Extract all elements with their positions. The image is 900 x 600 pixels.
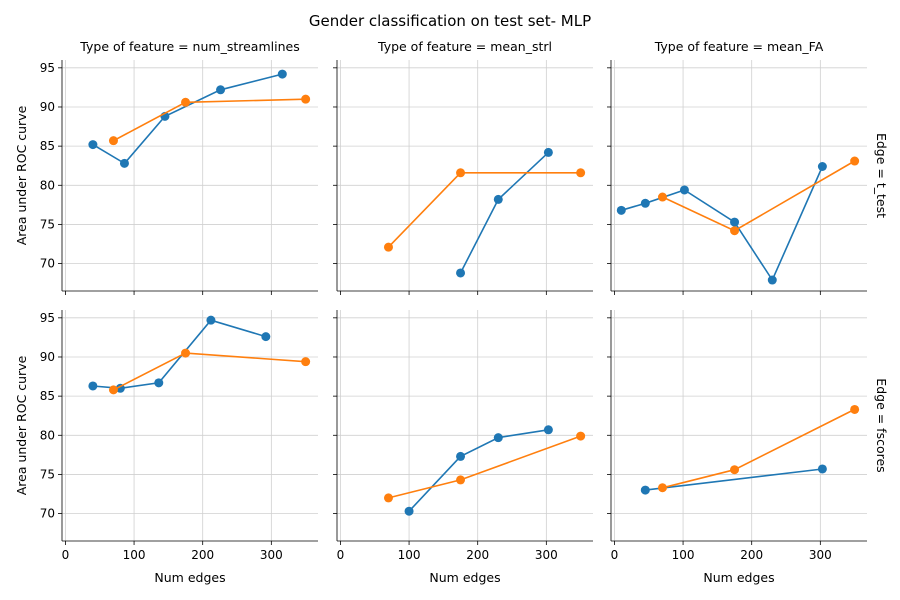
x-tick-label: 300: [809, 548, 832, 562]
data-point: [181, 97, 191, 107]
series-line: [662, 160, 856, 232]
data-point: [456, 451, 466, 461]
facet-row-title: Edge = t_test: [874, 133, 889, 218]
x-axis-label: Num edges: [703, 570, 774, 585]
data-point: [616, 205, 626, 215]
data-point: [730, 226, 740, 236]
data-point: [383, 493, 393, 503]
data-point: [277, 69, 287, 79]
x-tick-label: 300: [260, 548, 283, 562]
y-axis-label: Area under ROC curve: [14, 355, 29, 495]
y-tick-label: 90: [40, 100, 55, 114]
data-point: [657, 192, 667, 202]
data-point: [154, 378, 164, 388]
x-tick-label: 300: [535, 548, 558, 562]
data-point: [119, 158, 129, 168]
x-axis-label: Num edges: [154, 570, 225, 585]
x-tick-label: 0: [611, 548, 619, 562]
data-point: [493, 194, 503, 204]
data-point: [543, 147, 553, 157]
facet-column-title: Type of feature = mean_FA: [654, 39, 824, 54]
series-line: [621, 166, 824, 282]
x-tick-label: 200: [466, 548, 489, 562]
data-point: [206, 315, 216, 325]
data-point: [108, 136, 118, 146]
x-tick-label: 0: [62, 548, 70, 562]
data-point: [640, 485, 650, 495]
data-point: [261, 332, 271, 342]
y-tick-label: 95: [40, 311, 55, 325]
data-point: [88, 381, 98, 391]
data-point: [576, 431, 586, 441]
data-point: [767, 275, 777, 285]
data-point: [88, 140, 98, 150]
x-tick-label: 200: [191, 548, 214, 562]
data-point: [850, 404, 860, 414]
x-tick-label: 100: [398, 548, 421, 562]
data-point: [817, 161, 827, 171]
x-tick-label: 200: [740, 548, 763, 562]
series-line: [459, 151, 549, 274]
y-tick-label: 80: [40, 178, 55, 192]
y-tick-label: 95: [40, 61, 55, 75]
data-point: [456, 268, 466, 278]
facet-row-title: Edge = fscores: [874, 378, 889, 472]
data-point: [657, 483, 667, 493]
series-line: [408, 429, 549, 512]
y-tick-label: 85: [40, 139, 55, 153]
y-tick-label: 80: [40, 428, 55, 442]
y-tick-label: 90: [40, 350, 55, 364]
facet-column-title: Type of feature = num_streamlines: [79, 39, 299, 54]
data-point: [543, 425, 553, 435]
data-point: [216, 85, 226, 95]
data-point: [181, 348, 191, 358]
series-line: [92, 73, 283, 165]
y-tick-label: 85: [40, 389, 55, 403]
y-tick-label: 75: [40, 217, 55, 231]
data-point: [404, 506, 414, 516]
x-axis-label: Num edges: [429, 570, 500, 585]
data-point: [456, 168, 466, 178]
data-point: [456, 475, 466, 485]
x-tick-label: 0: [337, 548, 345, 562]
y-tick-label: 70: [40, 257, 55, 271]
data-point: [730, 465, 740, 475]
data-point: [301, 94, 311, 104]
data-point: [383, 242, 393, 252]
data-point: [850, 156, 860, 166]
data-point: [576, 168, 586, 178]
data-point: [301, 357, 311, 367]
data-point: [730, 217, 740, 227]
data-point: [679, 185, 689, 195]
facet-panels: 70 75 80 85 90 95 Area under ROC curve Type of …: [14, 39, 889, 585]
series-line: [387, 172, 581, 248]
data-point: [493, 433, 503, 443]
x-tick-label: 100: [123, 548, 146, 562]
data-point: [817, 464, 827, 474]
data-point: [108, 385, 118, 395]
series-line: [113, 98, 306, 142]
series-line: [92, 319, 267, 390]
y-tick-label: 75: [40, 467, 55, 481]
data-point: [640, 198, 650, 208]
series-line: [388, 435, 581, 499]
y-axis-label: Area under ROC curve: [14, 105, 29, 245]
y-tick-label: 70: [40, 507, 55, 521]
facet-column-title: Type of feature = mean_strl: [377, 39, 552, 54]
series-line: [645, 468, 823, 491]
chart-title: Gender classification on test set- MLP: [309, 12, 591, 30]
x-tick-label: 100: [672, 548, 695, 562]
